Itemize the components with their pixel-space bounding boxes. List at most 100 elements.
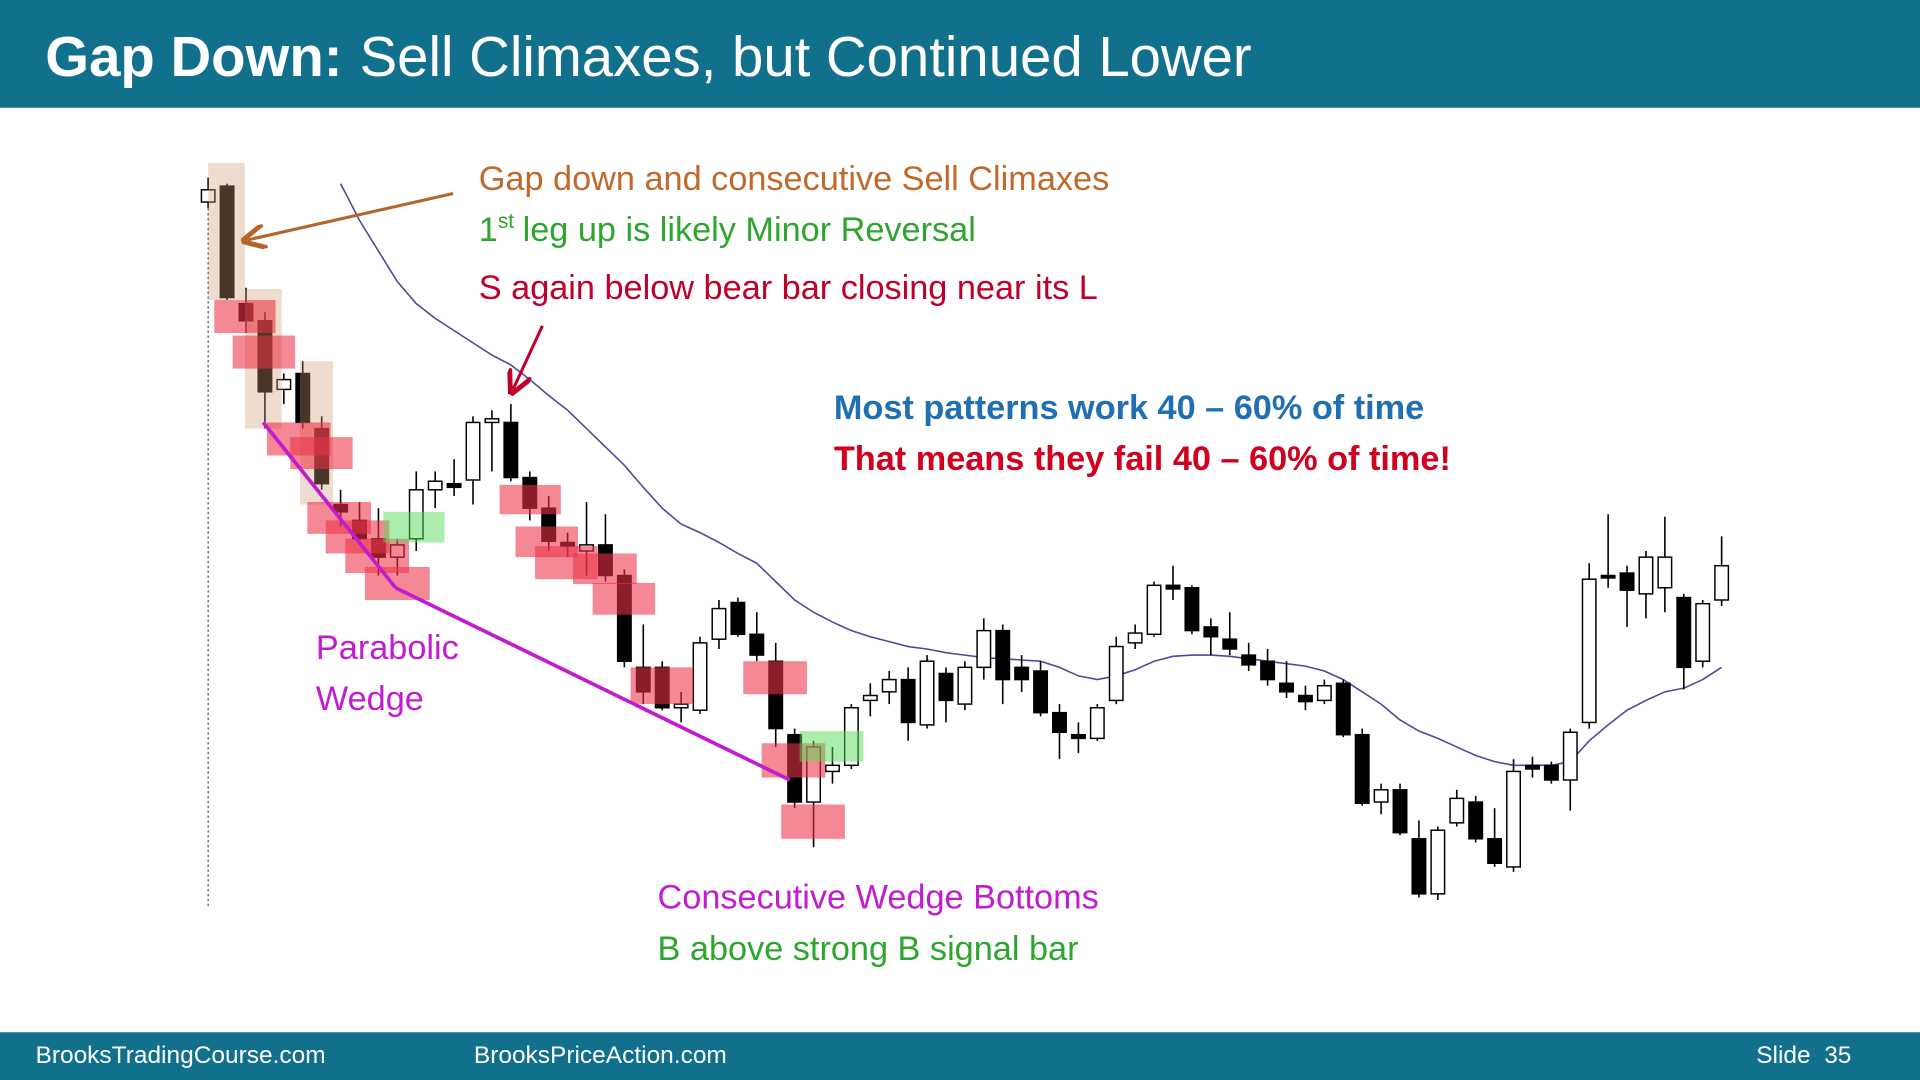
candle-body	[1562, 731, 1578, 781]
candle-body	[900, 678, 916, 724]
candle-body	[1354, 733, 1370, 804]
candle-body	[1657, 556, 1673, 589]
candle-body	[465, 421, 481, 481]
title-rest: Sell Climaxes, but Continued Lower	[360, 25, 1252, 88]
slide-number: Slide 35	[1756, 1042, 1851, 1069]
green-box	[799, 731, 864, 762]
annotation-part: st	[498, 210, 514, 233]
candle-body	[711, 607, 727, 640]
candle-body	[1543, 764, 1559, 781]
red-box	[781, 804, 845, 839]
candle-body	[1714, 564, 1730, 601]
candle-body	[1241, 654, 1257, 666]
candle-body	[1222, 638, 1238, 650]
annotation: That means they fail 40 – 60% of time!	[834, 440, 1451, 478]
candle-body	[1600, 574, 1616, 579]
candle-body	[276, 378, 292, 391]
red-box	[232, 335, 296, 369]
candle-body	[749, 633, 765, 656]
footer-link: BrooksTradingCourse.com	[36, 1042, 326, 1069]
candle-body	[1052, 711, 1067, 733]
candle-body	[1392, 789, 1408, 834]
annotation: B above strong B signal bar	[658, 930, 1079, 968]
candle-body	[824, 764, 840, 773]
sell-arrow	[513, 325, 544, 390]
candle-body	[1487, 838, 1503, 864]
candle-body	[1411, 838, 1427, 895]
red-box	[290, 437, 353, 469]
footer-bar	[0, 1032, 1920, 1080]
ma-layer	[339, 183, 1723, 767]
candle-body	[1506, 770, 1522, 868]
candle-body	[1619, 572, 1635, 591]
annotation: Most patterns work 40 – 60% of time	[834, 389, 1424, 427]
candle-body	[1638, 556, 1654, 595]
candle-body	[1335, 682, 1351, 736]
candle-body	[1070, 733, 1086, 740]
footer-link: BrooksPriceAction.com	[474, 1042, 727, 1069]
candle-body	[1279, 682, 1294, 693]
candle-body	[957, 666, 973, 705]
slide-title: Gap Down: Sell Climaxes, but Continued Lo…	[45, 25, 1251, 88]
candle-body	[673, 703, 689, 709]
candle-body	[1297, 694, 1313, 703]
green-box	[383, 511, 445, 543]
candle-body	[1676, 596, 1692, 669]
gap-arrow	[247, 191, 454, 240]
red-box	[499, 484, 561, 515]
highlight-boxes	[208, 162, 864, 839]
red-box	[573, 553, 637, 585]
wedge-line	[261, 421, 397, 589]
annotation: Wedge	[316, 680, 424, 718]
candle-body	[1524, 764, 1540, 770]
candle-body	[995, 629, 1011, 681]
candle-body	[730, 601, 746, 636]
candle-body	[1146, 584, 1162, 636]
annotation-part: 1	[479, 211, 498, 249]
title-bold: Gap Down:	[45, 25, 342, 88]
candle-body	[503, 421, 519, 479]
candle-body	[1373, 789, 1389, 803]
candle-body	[1014, 666, 1030, 681]
red-box	[214, 300, 276, 334]
candle-body	[1165, 584, 1181, 590]
candle-body	[1449, 797, 1465, 824]
candle-body	[427, 480, 443, 491]
candle-body	[919, 660, 935, 726]
candle-body	[1430, 829, 1446, 895]
annotation: 1st leg up is likely Minor Reversal	[479, 210, 976, 249]
annotation: Parabolic	[316, 629, 459, 667]
red-box	[630, 667, 694, 705]
red-box	[364, 566, 430, 600]
annotation: S again below bear bar closing near its …	[479, 269, 1098, 307]
annotation: Gap down and consecutive Sell Climaxes	[479, 160, 1109, 198]
candle-body	[1127, 632, 1143, 644]
candle-body	[1108, 645, 1124, 702]
candle-body	[1203, 626, 1219, 638]
candle-body	[1260, 660, 1276, 681]
tan-box	[208, 162, 245, 300]
candle-body	[219, 185, 235, 299]
candle-body	[200, 189, 216, 203]
candle-body	[484, 418, 500, 424]
annotation: Consecutive Wedge Bottoms	[658, 879, 1099, 917]
candle-body	[1316, 684, 1332, 702]
candle-body	[976, 629, 992, 669]
candle-body	[881, 678, 897, 693]
header-bar	[0, 0, 1920, 108]
candle-body	[446, 482, 462, 489]
red-box	[743, 661, 807, 695]
red-box	[592, 582, 656, 615]
wedge-line	[394, 586, 791, 782]
candle-body	[938, 672, 954, 702]
candle-body	[1695, 602, 1711, 662]
candle-body	[1089, 707, 1105, 740]
wedge-lines	[261, 421, 791, 782]
candle-body	[1184, 587, 1200, 632]
candle-body	[1468, 801, 1484, 840]
candle-body	[1033, 670, 1049, 714]
candle-body	[692, 642, 708, 711]
candle-body	[862, 694, 878, 702]
annotation-part: leg up is likely Minor Reversal	[523, 211, 976, 249]
